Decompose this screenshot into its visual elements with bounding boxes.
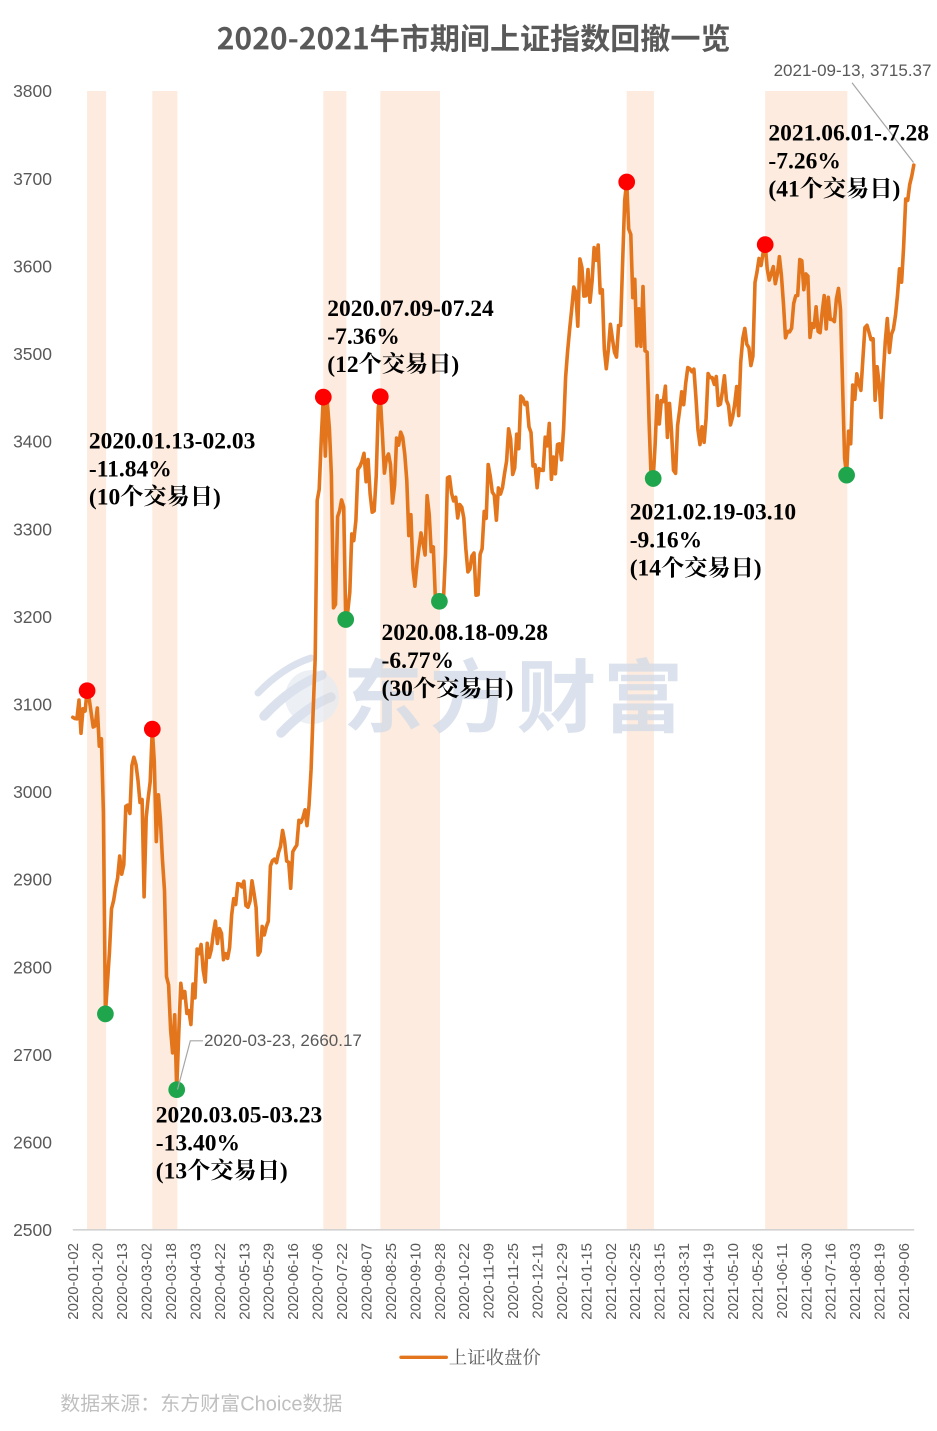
svg-text:-7.26%: -7.26% [768,148,840,174]
svg-text:-9.16%: -9.16% [630,528,702,554]
svg-text:2020-07-06: 2020-07-06 [310,1243,327,1320]
svg-text:): ) [213,484,221,510]
svg-text:2020-03-23, 2660.17: 2020-03-23, 2660.17 [204,1031,362,1050]
svg-text:3000: 3000 [13,782,52,802]
svg-text:-11.84%: -11.84% [89,456,172,482]
svg-text:3800: 3800 [13,81,52,101]
svg-text:-7.36%: -7.36% [327,324,399,350]
svg-text:3100: 3100 [13,695,52,715]
svg-text:2021-09-13, 3715.37: 2021-09-13, 3715.37 [774,61,932,80]
svg-text:2020-08-07: 2020-08-07 [359,1243,376,1320]
svg-text:2020-12-11: 2020-12-11 [530,1243,547,1319]
svg-text:2021-02-02: 2021-02-02 [603,1243,620,1320]
svg-text:2020.08.18-09.28: 2020.08.18-09.28 [382,620,548,646]
svg-text:3300: 3300 [13,519,52,539]
svg-text:3700: 3700 [13,169,52,189]
svg-text:2020-10-22: 2020-10-22 [456,1243,473,1320]
svg-text:2020-04-03: 2020-04-03 [187,1243,204,1320]
svg-text:2021-02-25: 2021-02-25 [627,1243,644,1320]
svg-text:2021-05-26: 2021-05-26 [749,1243,766,1320]
svg-text:2020-02-13: 2020-02-13 [114,1243,131,1320]
svg-text:(14: (14 [630,556,662,582]
svg-text:): ) [280,1158,288,1184]
svg-text:3600: 3600 [13,256,52,276]
svg-text:2020-07-22: 2020-07-22 [334,1243,351,1320]
svg-text:2021.06.01-.7.28: 2021.06.01-.7.28 [768,120,929,146]
svg-text:(13: (13 [156,1158,187,1184]
svg-text:2020-05-13: 2020-05-13 [236,1243,253,1320]
svg-text:2600: 2600 [13,1133,52,1153]
svg-text:2020.01.13-02.03: 2020.01.13-02.03 [89,428,255,454]
svg-text:2021-08-19: 2021-08-19 [872,1243,889,1320]
svg-text:2021-03-15: 2021-03-15 [652,1243,669,1320]
svg-text:-6.77%: -6.77% [382,648,454,674]
svg-text:2020-09-10: 2020-09-10 [407,1243,424,1320]
svg-text:2020-03-18: 2020-03-18 [163,1243,180,1320]
svg-text:2021-08-03: 2021-08-03 [847,1243,864,1320]
svg-text:2021-04-19: 2021-04-19 [701,1243,718,1320]
svg-text:(41: (41 [768,176,799,202]
svg-text:2021-06-11: 2021-06-11 [774,1243,791,1319]
svg-text:): ) [506,676,514,702]
svg-text:2020.03.05-03.23: 2020.03.05-03.23 [156,1102,322,1128]
svg-text:(10: (10 [89,484,120,510]
svg-text:2020-04-22: 2020-04-22 [212,1243,229,1320]
svg-text:Choice: Choice [240,1394,302,1416]
svg-text:2020-05-29: 2020-05-29 [261,1243,278,1320]
svg-text:2020-12-29: 2020-12-29 [554,1243,571,1320]
svg-text:(12: (12 [327,352,358,378]
svg-text:): ) [754,556,762,582]
svg-text:2020-11-09: 2020-11-09 [481,1243,498,1319]
svg-text:3400: 3400 [13,432,52,452]
svg-text:2020-11-25: 2020-11-25 [505,1243,522,1319]
svg-text:3200: 3200 [13,607,52,627]
svg-text:2020-03-02: 2020-03-02 [139,1243,156,1320]
svg-text:): ) [893,176,901,202]
svg-text:2900: 2900 [13,870,52,890]
svg-text:2021-05-10: 2021-05-10 [725,1243,742,1320]
svg-text:2700: 2700 [13,1045,52,1065]
svg-text:2500: 2500 [13,1220,52,1240]
svg-text:2800: 2800 [13,957,52,977]
svg-text:2021-03-31: 2021-03-31 [676,1243,693,1320]
svg-text:2020-08-25: 2020-08-25 [383,1243,400,1320]
svg-text:3500: 3500 [13,344,52,364]
svg-text:(30: (30 [382,676,413,702]
svg-text:2020-01-20: 2020-01-20 [90,1243,107,1320]
svg-text:2020-01-02: 2020-01-02 [65,1243,82,1320]
svg-text:2021-07-16: 2021-07-16 [823,1243,840,1320]
svg-text:2020.07.09-07.24: 2020.07.09-07.24 [327,296,494,322]
svg-text:2021-09-06: 2021-09-06 [896,1243,913,1320]
svg-text:2021-01-15: 2021-01-15 [578,1243,595,1320]
svg-text:2020-06-16: 2020-06-16 [285,1243,302,1320]
svg-text:2020-09-28: 2020-09-28 [432,1243,449,1320]
svg-text:2021.02.19-03.10: 2021.02.19-03.10 [630,500,796,526]
svg-text:2021-06-30: 2021-06-30 [798,1243,815,1320]
svg-text:-13.40%: -13.40% [156,1130,240,1156]
svg-text:): ) [451,352,459,378]
